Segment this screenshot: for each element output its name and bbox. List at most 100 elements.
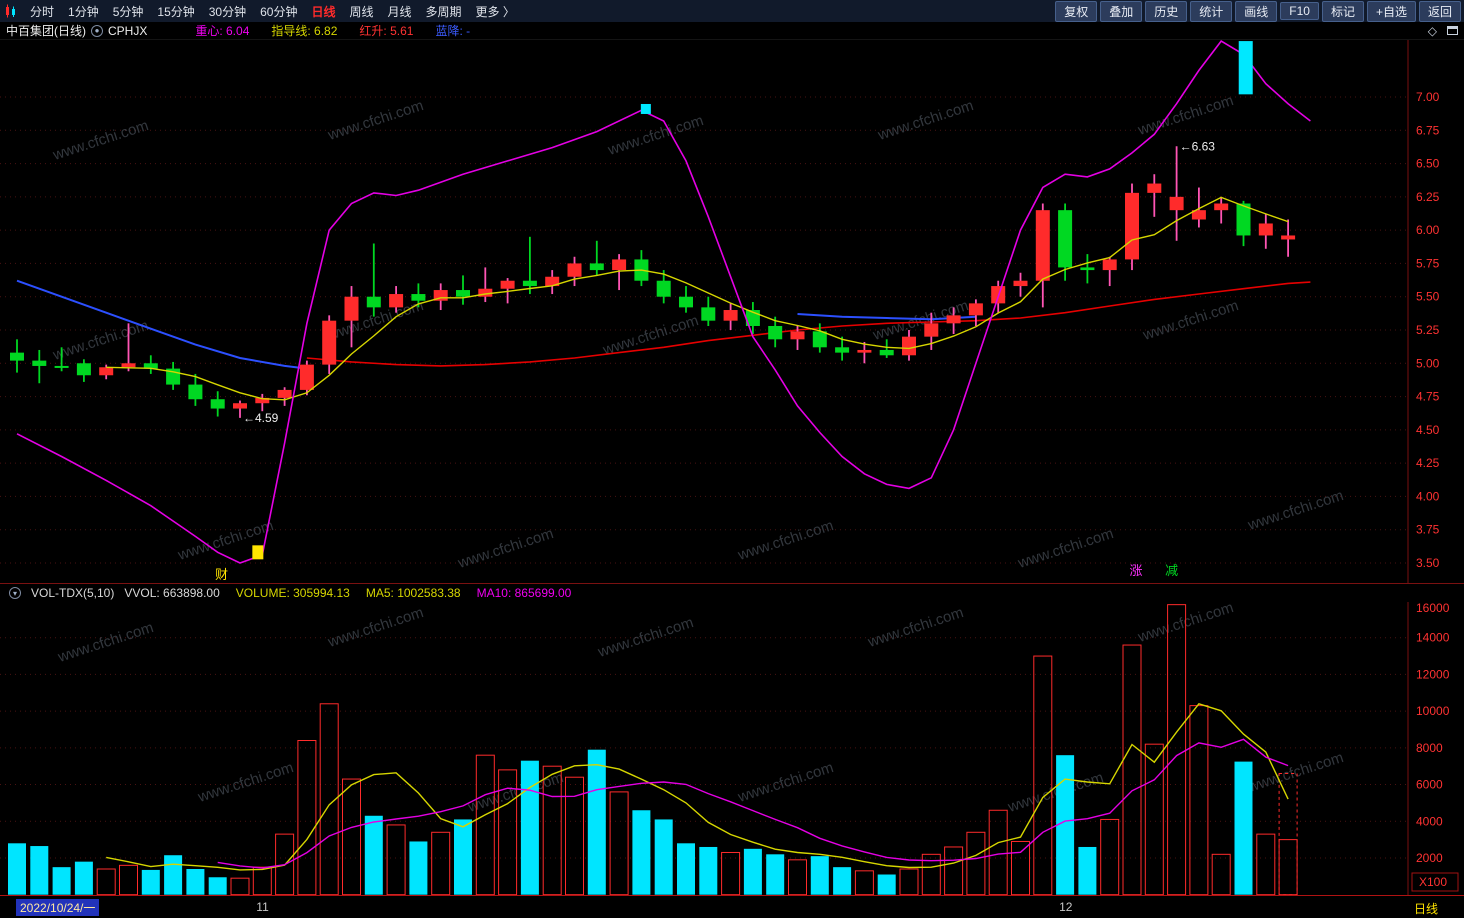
toolbar-button[interactable]: 历史 xyxy=(1145,0,1188,22)
period-tab[interactable]: 月线 xyxy=(387,4,412,19)
guide-line-magenta xyxy=(16,40,1311,564)
main-price-chart[interactable]: 7.00 6.75 6.50 6.25 6.00 5.75 5.50 5.25 5.00 4.75… xyxy=(0,40,1464,583)
signal-yellow-square xyxy=(252,545,264,560)
period-tab[interactable]: 15分钟 xyxy=(157,4,195,19)
period-label[interactable]: 日线 xyxy=(1414,902,1439,916)
toolbar-button[interactable]: 统计 xyxy=(1190,0,1233,22)
blue-descend-line xyxy=(797,313,976,321)
watermark: www.cfchi.com xyxy=(455,525,556,572)
app-icon[interactable] xyxy=(3,3,19,19)
candles xyxy=(10,146,1296,418)
window-icon[interactable] xyxy=(1447,26,1458,35)
center-line-yellow xyxy=(106,196,1289,401)
period-tab[interactable]: 多周期 xyxy=(425,4,462,19)
price-axis-label: 5.25 xyxy=(1416,323,1440,337)
watermark: www.cfchi.com xyxy=(325,97,426,144)
watermark: www.cfchi.com xyxy=(735,517,836,564)
watermark: www.cfchi.com xyxy=(1015,525,1116,572)
toolbar-button[interactable]: 画线 xyxy=(1235,0,1278,22)
signal-text-cai: 财 xyxy=(215,567,228,582)
watermark: www.cfchi.com xyxy=(600,312,701,359)
volume-unit-box xyxy=(1411,872,1459,892)
watermark: www.cfchi.com xyxy=(1140,297,1241,344)
indicator-value: VOLUME: 305994.13 xyxy=(235,586,350,600)
watermark: www.cfchi.com xyxy=(325,604,426,651)
volume-axis-label: 14000 xyxy=(1416,631,1450,645)
price-axis-label: 5.00 xyxy=(1416,356,1440,370)
period-menu: 分时 1分钟 5分钟 15分钟 30分钟 60分钟 日线 周线 月线 多周期 更多 〉 xyxy=(23,1,522,22)
signal-cyan-bar xyxy=(1238,41,1253,95)
indicator-value: 重心: 6.04 xyxy=(195,24,250,38)
toolbar-button[interactable]: +自选 xyxy=(1366,0,1416,22)
label-jian: 减 xyxy=(1165,563,1178,578)
period-tab[interactable]: 5分钟 xyxy=(112,4,144,19)
toolbar-menu: 复权 叠加 历史 统计 画线 F10 标记 +自选 返回 xyxy=(1052,0,1464,22)
blue-descend-line xyxy=(16,279,308,370)
watermark: www.cfchi.com xyxy=(865,604,966,651)
stock-name[interactable]: 中百集团(日线) xyxy=(6,24,86,38)
volume-axis-label: 10000 xyxy=(1416,704,1450,718)
period-tab[interactable]: 更多 〉 xyxy=(475,4,515,19)
volume-header: ▾ VOL-TDX(5,10) VVOL: 663898.00 VOLUME: 3… xyxy=(0,583,1464,602)
month-label: 11 xyxy=(256,900,269,914)
price-annotation: ←4.59 xyxy=(243,411,279,425)
price-axis-label: 4.75 xyxy=(1416,390,1440,404)
price-axis-label: 3.75 xyxy=(1416,523,1440,537)
candlestick-canvas[interactable]: 7.00 6.75 6.50 6.25 6.00 5.75 5.50 5.25 5.00 4.75… xyxy=(0,40,1464,583)
watermark: www.cfchi.com xyxy=(50,117,151,164)
signal-cyan-square xyxy=(640,103,651,114)
toolbar-button[interactable]: 标记 xyxy=(1321,0,1364,22)
collapse-icon[interactable]: ▾ xyxy=(9,587,21,599)
volume-axis-label: 16000 xyxy=(1416,602,1450,615)
indicator-circle-icon[interactable]: ● xyxy=(91,24,103,37)
period-tab[interactable]: 30分钟 xyxy=(208,4,247,19)
period-tab[interactable]: 分时 xyxy=(30,4,55,19)
period-tab[interactable]: 1分钟 xyxy=(68,4,99,19)
volume-ma10-line xyxy=(217,738,1289,869)
price-axis-label: 6.25 xyxy=(1416,190,1440,204)
volume-canvas[interactable]: 16000 14000 12000 10000 8000 6000 4000 2000 www.… xyxy=(0,602,1464,895)
toolbar-button[interactable]: F10 xyxy=(1280,2,1319,20)
indicator-values: 重心: 6.04 指导线: 6.82 红升: 5.61 蓝降: - xyxy=(195,22,492,39)
indicator-value: VVOL: 663898.00 xyxy=(124,586,220,600)
date-label[interactable]: 2022/10/24/一 xyxy=(16,899,100,916)
price-annotation: ←6.63 xyxy=(1180,139,1216,153)
watermark: www.cfchi.com xyxy=(1005,769,1106,816)
price-axis-label: 6.50 xyxy=(1416,157,1440,171)
period-tab[interactable]: 60分钟 xyxy=(260,4,298,19)
price-axis-label: 4.00 xyxy=(1416,489,1440,503)
menubar: 分时 1分钟 5分钟 15分钟 30分钟 60分钟 日线 周线 月线 多周期 更多 〉 复权 叠加 历史… xyxy=(0,0,1464,22)
volume-ma5-line xyxy=(106,702,1289,871)
price-axis-label: 6.00 xyxy=(1416,223,1440,237)
watermark: www.cfchi.com xyxy=(875,97,976,144)
candles-logo-icon xyxy=(6,4,15,18)
indicator-code: CPHJX xyxy=(108,23,148,38)
price-axis-label: 3.50 xyxy=(1416,556,1440,570)
watermark: www.cfchi.com xyxy=(605,112,706,159)
toolbar-button[interactable]: 返回 xyxy=(1418,0,1461,22)
watermark: www.cfchi.com xyxy=(1245,749,1346,796)
volume-axis-label: 4000 xyxy=(1416,814,1443,828)
price-axis-label: 5.50 xyxy=(1416,290,1440,304)
toolbar-button[interactable]: 复权 xyxy=(1055,0,1098,22)
indicator-value: MA10: 865699.00 xyxy=(476,586,572,600)
watermark: www.cfchi.com xyxy=(1135,92,1236,139)
watermark: www.cfchi.com xyxy=(735,759,836,806)
period-tab[interactable]: 周线 xyxy=(349,4,374,19)
period-tab[interactable]: 日线 xyxy=(311,4,336,19)
diamond-icon[interactable]: ◇ xyxy=(1427,23,1437,38)
indicator-value: MA5: 1002583.38 xyxy=(365,586,461,600)
watermark: www.cfchi.com xyxy=(55,619,156,666)
volume-chart[interactable]: 16000 14000 12000 10000 8000 6000 4000 2000 www.… xyxy=(0,602,1464,895)
toolbar-button[interactable]: 叠加 xyxy=(1100,0,1143,22)
statusbar: 2022/10/24/一 11 12 日线 xyxy=(0,895,1464,918)
volume-bars xyxy=(8,604,1298,895)
titlebar: 中百集团(日线) ● CPHJX 重心: 6.04 指导线: 6.82 红升: 5.… xyxy=(0,22,1464,40)
volume-indicator-name[interactable]: VOL-TDX(5,10) xyxy=(31,586,115,600)
month-label: 12 xyxy=(1059,900,1073,914)
indicator-value: 红升: 5.61 xyxy=(359,24,414,38)
volume-axis-label: 2000 xyxy=(1416,851,1443,865)
indicator-value: 蓝降: - xyxy=(435,24,471,38)
volume-axis-label: 12000 xyxy=(1416,667,1450,681)
